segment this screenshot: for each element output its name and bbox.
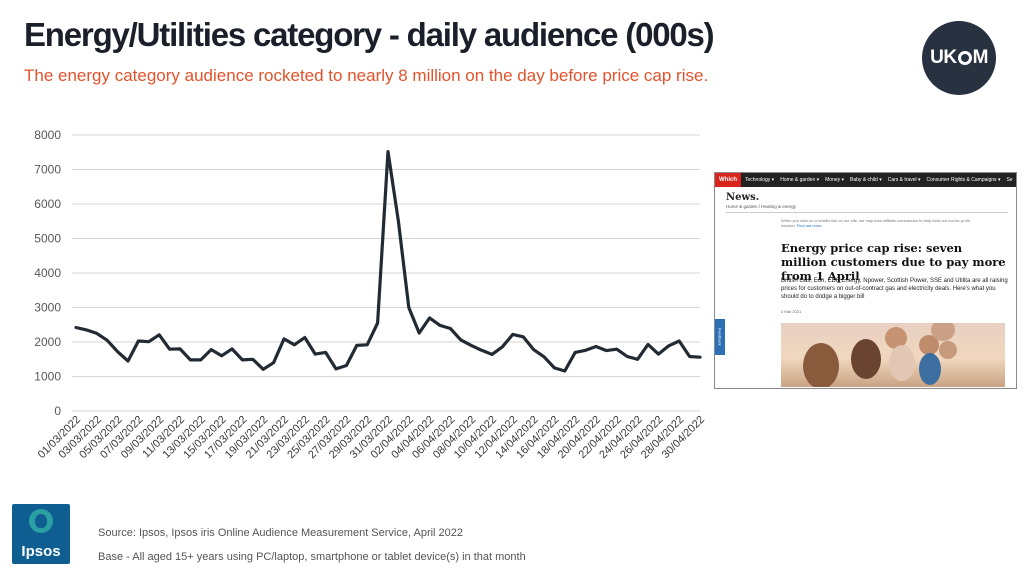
source-note: Source: Ipsos, Ipsos iris Online Audienc…	[98, 527, 464, 539]
logo-text-post: M	[972, 47, 989, 68]
page-subtitle: The energy category audience rocketed to…	[24, 66, 709, 85]
divider	[726, 212, 1008, 213]
runners-photo	[781, 323, 1005, 387]
nav-item: Consumer Rights & Campaigns ▾	[926, 177, 1001, 183]
breadcrumb: Home & garden / Heating & energy	[726, 204, 797, 209]
affiliate-note: When you click on a retailer link on our…	[781, 218, 981, 228]
y-tick-label: 2000	[34, 335, 61, 349]
which-brand: Which	[715, 173, 741, 187]
logo-text-pre: UK	[930, 47, 957, 68]
y-tick-label: 1000	[34, 370, 61, 384]
ipsos-logo-text: Ipsos	[21, 543, 61, 560]
nav-item: Se	[1006, 177, 1013, 183]
y-tick-label: 6000	[34, 197, 61, 211]
nav-item: Cars & travel ▾	[887, 177, 921, 183]
section-title: News.	[726, 192, 760, 203]
ipsos-logo: Ipsos	[12, 504, 70, 564]
article-date: 3 Mar 2021	[781, 309, 802, 314]
affiliate-link: Find out more.	[796, 223, 823, 228]
affiliate-text: When you click on a retailer link on our…	[781, 218, 970, 228]
y-tick-label: 4000	[34, 266, 61, 280]
series-line	[74, 150, 702, 373]
nav-item: Money ▾	[825, 177, 845, 183]
ipsos-logo-mark	[29, 509, 53, 533]
ukom-logo: UK M	[922, 21, 996, 95]
y-tick-label: 0	[54, 404, 61, 418]
nav-item: Home & garden ▾	[780, 177, 820, 183]
which-article-screenshot: Which Technology ▾ Home & garden ▾ Money…	[714, 172, 1017, 389]
site-nav: Which Technology ▾ Home & garden ▾ Money…	[715, 173, 1016, 187]
y-tick-label: 8000	[34, 128, 61, 142]
feedback-tab: Feedback	[715, 319, 725, 355]
article-headline: Energy price cap rise: seven million cus…	[781, 241, 1006, 283]
base-note: Base - All aged 15+ years using PC/lapto…	[98, 551, 526, 563]
y-tick-label: 7000	[34, 163, 61, 177]
article-standfirst: British Gas, Eon, EDF Energy, Npower, Sc…	[781, 278, 1008, 300]
page-title: Energy/Utilities category - daily audien…	[24, 16, 715, 53]
nav-item: Technology ▾	[745, 177, 775, 183]
y-tick-label: 5000	[34, 232, 61, 246]
nav-item: Baby & child ▾	[850, 177, 882, 183]
logo-o-ring	[957, 51, 972, 65]
y-tick-label: 3000	[34, 301, 61, 315]
